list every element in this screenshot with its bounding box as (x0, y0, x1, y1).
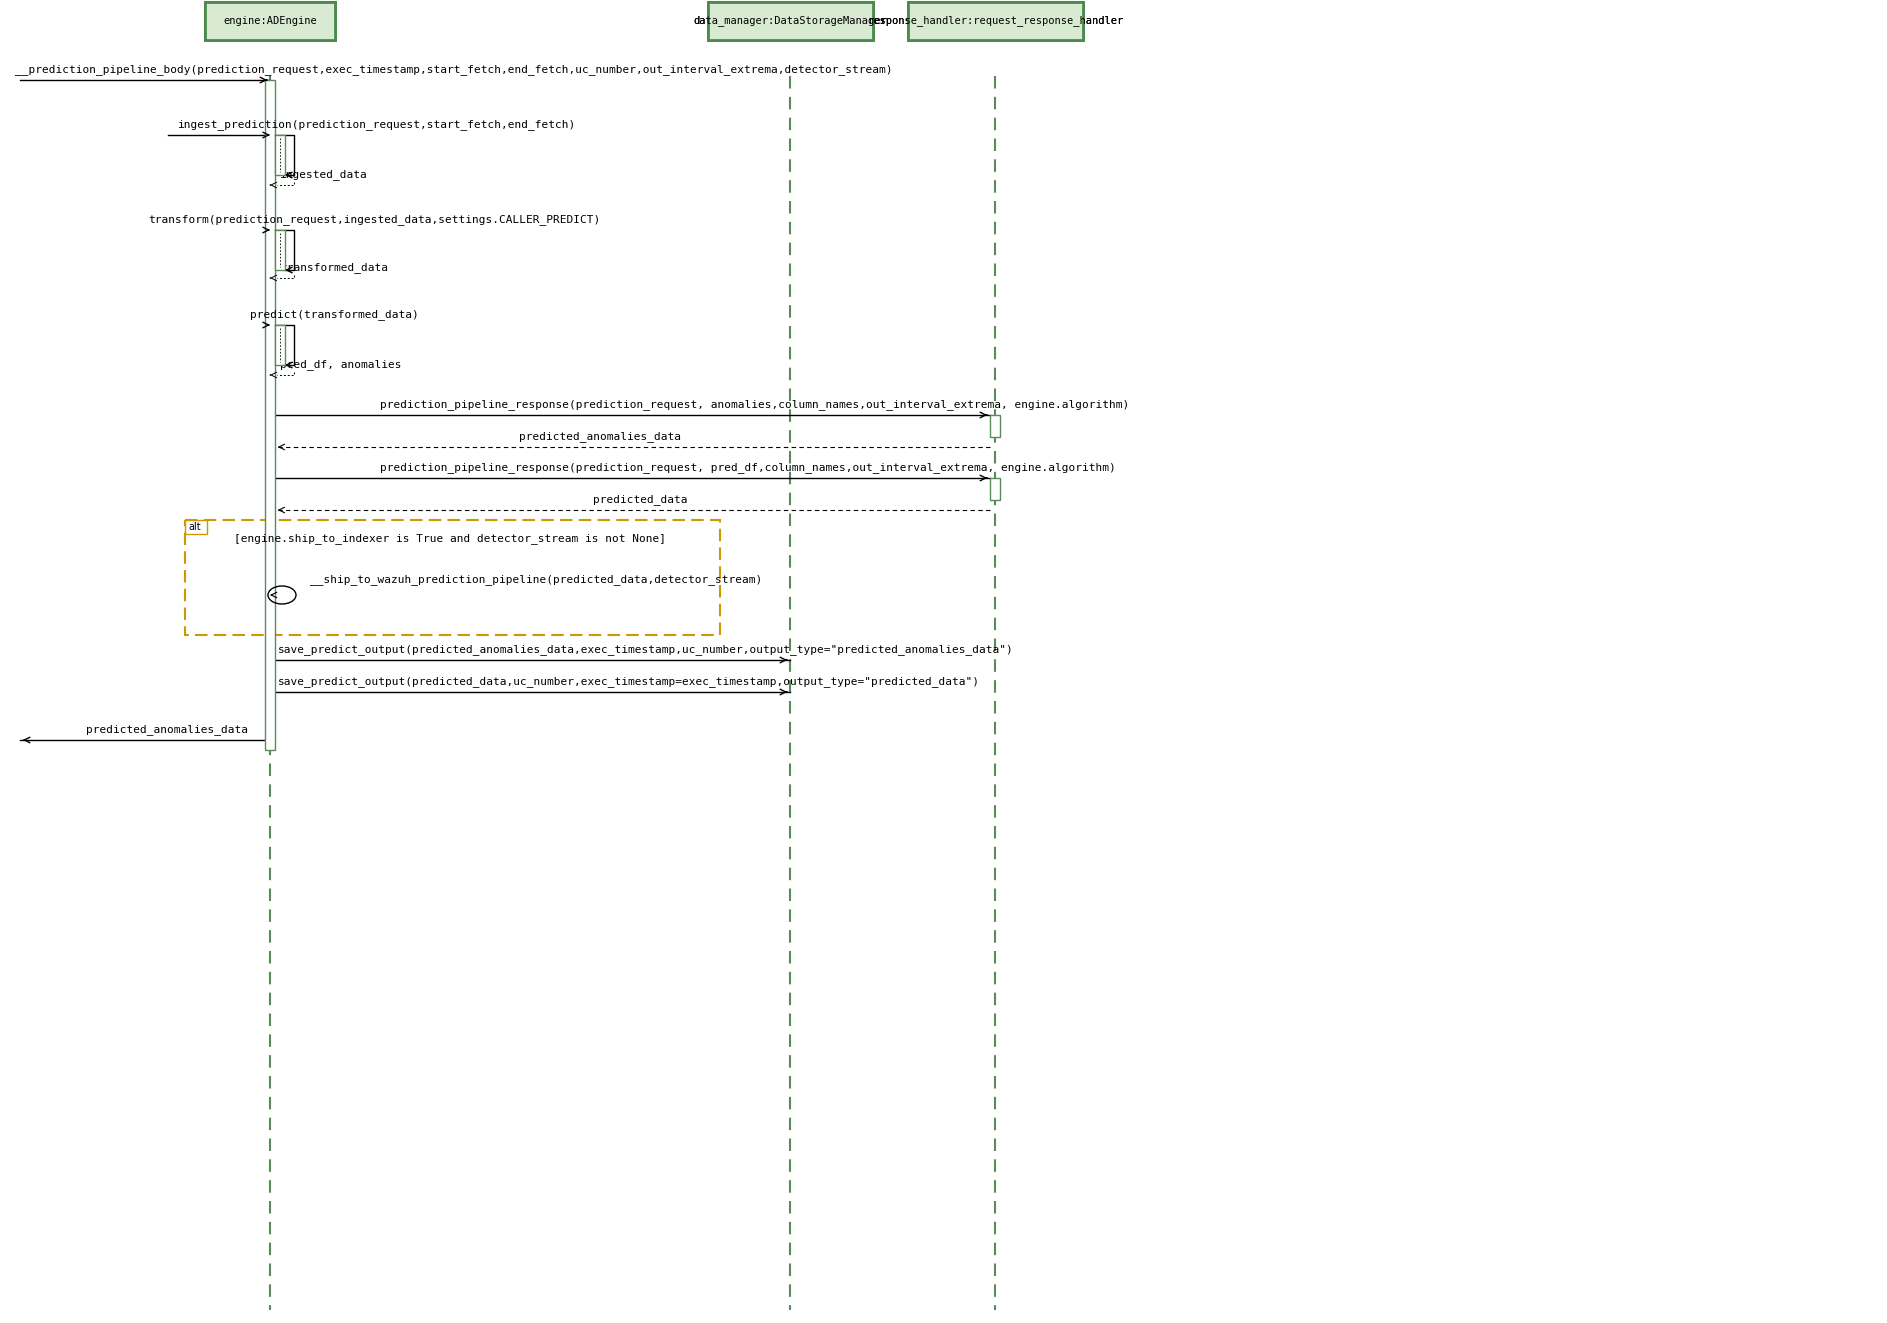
Text: engine:ADEngine: engine:ADEngine (223, 16, 317, 26)
Bar (264, 79, 276, 750)
Bar (276, 325, 285, 365)
Text: ingest_prediction(prediction_request,start_fetch,end_fetch): ingest_prediction(prediction_request,sta… (177, 119, 576, 130)
Text: data_manager:DataStorageManager: data_manager:DataStorageManager (693, 16, 887, 26)
Text: transformed_data: transformed_data (279, 262, 389, 273)
Text: transform(prediction_request,ingested_data,settings.CALLER_PREDICT): transform(prediction_request,ingested_da… (147, 214, 600, 225)
Bar (206, 3, 336, 40)
Bar (185, 520, 208, 534)
Bar (908, 3, 1083, 40)
Text: engine:ADEngine: engine:ADEngine (223, 16, 317, 26)
Bar (185, 520, 721, 635)
Text: prediction_pipeline_response(prediction_request, pred_df,column_names,out_interv: prediction_pipeline_response(prediction_… (379, 462, 1115, 474)
Text: pred_df, anomalies: pred_df, anomalies (279, 359, 402, 370)
Text: __ship_to_wazuh_prediction_pipeline(predicted_data,detector_stream): __ship_to_wazuh_prediction_pipeline(pred… (309, 574, 762, 585)
Text: response_handler:request_response_handler: response_handler:request_response_handle… (866, 16, 1123, 26)
Text: response_handler:request_response_handler: response_handler:request_response_handle… (866, 16, 1123, 26)
Text: predicted_anomalies_data: predicted_anomalies_data (87, 724, 247, 736)
Text: data_manager:DataStorageManager: data_manager:DataStorageManager (693, 16, 887, 26)
Text: __prediction_pipeline_body(prediction_request,exec_timestamp,start_fetch,end_fet: __prediction_pipeline_body(prediction_re… (15, 64, 893, 75)
Bar (708, 3, 872, 40)
Bar (206, 3, 336, 40)
Text: prediction_pipeline_response(prediction_request, anomalies,column_names,out_inte: prediction_pipeline_response(prediction_… (379, 400, 1128, 410)
Text: ingested_data: ingested_data (279, 169, 368, 180)
Text: predicted_anomalies_data: predicted_anomalies_data (519, 431, 681, 442)
Bar (991, 478, 1000, 500)
Bar (276, 135, 285, 175)
Text: alt: alt (189, 523, 200, 532)
Text: [engine.ship_to_indexer is True and detector_stream is not None]: [engine.ship_to_indexer is True and dete… (234, 533, 666, 544)
Text: save_predict_output(predicted_anomalies_data,exec_timestamp,uc_number,output_typ: save_predict_output(predicted_anomalies_… (277, 644, 1013, 655)
Bar (276, 230, 285, 270)
Bar (908, 3, 1083, 40)
Bar (708, 3, 872, 40)
Text: predict(transformed_data): predict(transformed_data) (249, 310, 419, 320)
Bar (991, 415, 1000, 437)
Text: save_predict_output(predicted_data,uc_number,exec_timestamp=exec_timestamp,outpu: save_predict_output(predicted_data,uc_nu… (277, 676, 979, 687)
Text: predicted_data: predicted_data (593, 493, 687, 505)
